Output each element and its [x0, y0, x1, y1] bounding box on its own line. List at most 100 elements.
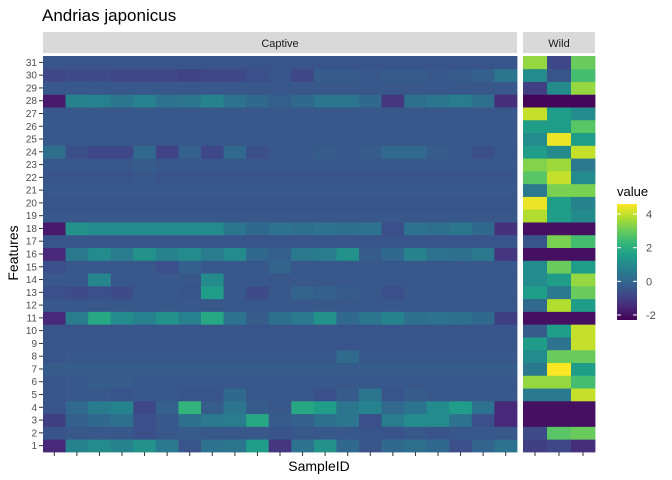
heatmap-cell: [313, 170, 337, 185]
heatmap-cell: [246, 260, 270, 274]
heatmap-cell: [494, 234, 518, 249]
heatmap-cell: [201, 349, 224, 363]
heatmap-cell: [178, 209, 202, 223]
heatmap-cell: [246, 247, 270, 261]
heatmap-cell: [449, 362, 473, 376]
heatmap-cell: [494, 145, 518, 159]
heatmap-cell: [65, 196, 89, 210]
heatmap-cell: [359, 362, 382, 376]
heatmap-cell: [65, 324, 89, 338]
heatmap-cell: [471, 375, 495, 389]
heatmap-cell: [110, 337, 134, 351]
heatmap-cell: [155, 400, 179, 415]
heatmap-cell: [571, 68, 596, 82]
heatmap-cell: [471, 285, 495, 300]
heatmap-cell: [268, 56, 292, 70]
heatmap-cell: [471, 413, 495, 427]
heatmap-cell: [178, 247, 202, 261]
heatmap-cell: [178, 234, 202, 249]
heatmap-cell: [494, 209, 518, 223]
heatmap-cell: [313, 349, 337, 363]
heatmap-cell: [65, 222, 89, 236]
heatmap-cell: [523, 375, 548, 389]
heatmap-cell: [291, 222, 315, 236]
heatmap-cell: [471, 400, 495, 415]
heatmap-cell: [268, 94, 292, 108]
heatmap-cell: [494, 132, 518, 146]
heatmap-cell: [110, 234, 134, 249]
heatmap-cell: [223, 81, 247, 95]
heatmap-cell: [65, 375, 89, 389]
heatmap-cell: [43, 413, 66, 427]
heatmap-cell: [404, 56, 428, 70]
heatmap-cell: [133, 170, 157, 185]
heatmap-cell: [547, 94, 572, 108]
heatmap-cell: [201, 400, 224, 415]
heatmap-cell: [268, 81, 292, 95]
heatmap-cell: [359, 285, 382, 300]
heatmap-cell: [201, 439, 224, 453]
heatmap-cell: [547, 234, 572, 249]
heatmap-cell: [65, 337, 89, 351]
heatmap-cell: [223, 183, 247, 197]
heatmap-cell: [523, 145, 548, 159]
heatmap-cell: [223, 439, 247, 453]
heatmap-cell: [494, 324, 518, 338]
heatmap-cell: [381, 94, 405, 108]
heatmap-cell: [359, 413, 382, 427]
heatmap-cell: [523, 107, 548, 121]
heatmap-cell: [88, 388, 112, 402]
heatmap-cell: [313, 311, 337, 325]
heatmap-cell: [246, 413, 270, 427]
heatmap-cell: [571, 209, 596, 223]
heatmap-cell: [449, 388, 473, 402]
heatmap-cell: [426, 94, 450, 108]
heatmap-cell: [246, 158, 270, 172]
heatmap-cell: [110, 158, 134, 172]
heatmap-cell: [178, 260, 202, 274]
heatmap-cell: [65, 68, 89, 82]
heatmap-cell: [291, 132, 315, 146]
heatmap-cell: [336, 222, 360, 236]
heatmap-cell: [43, 285, 66, 300]
heatmap-cell: [547, 145, 572, 159]
heatmap-cell: [571, 388, 596, 402]
heatmap-cell: [88, 362, 112, 376]
heatmap-cell: [133, 68, 157, 82]
heatmap-cell: [426, 145, 450, 159]
heatmap-cell: [571, 132, 596, 146]
heatmap-cell: [155, 132, 179, 146]
heatmap-cell: [133, 132, 157, 146]
heatmap-cell: [381, 196, 405, 210]
heatmap-cell: [65, 209, 89, 223]
heatmap-cell: [471, 183, 495, 197]
heatmap-cell: [313, 222, 337, 236]
heatmap-cell: [291, 337, 315, 351]
heatmap-cell: [133, 324, 157, 338]
heatmap-cell: [291, 119, 315, 134]
heatmap-cell: [336, 388, 360, 402]
heatmap-cell: [449, 170, 473, 185]
heatmap-cell: [471, 234, 495, 249]
heatmap-cell: [43, 209, 66, 223]
heatmap-cell: [404, 107, 428, 121]
heatmap-cell: [494, 388, 518, 402]
heatmap-cell: [313, 426, 337, 440]
heatmap-cell: [523, 388, 548, 402]
heatmap-cell: [65, 413, 89, 427]
heatmap-cell: [381, 298, 405, 312]
heatmap-cell: [223, 413, 247, 427]
heatmap-cell: [155, 234, 179, 249]
heatmap-cell: [291, 56, 315, 70]
heatmap-cell: [43, 170, 66, 185]
heatmap-cell: [547, 222, 572, 236]
heatmap-cell: [571, 119, 596, 134]
heatmap-cell: [547, 285, 572, 300]
heatmap-cell: [223, 400, 247, 415]
heatmap-cell: [313, 362, 337, 376]
facet-strip-captive: [43, 32, 517, 53]
heatmap-cell: [571, 400, 596, 415]
heatmap-cell: [313, 94, 337, 108]
heatmap-cell: [88, 81, 112, 95]
legend-title: value: [617, 184, 648, 199]
